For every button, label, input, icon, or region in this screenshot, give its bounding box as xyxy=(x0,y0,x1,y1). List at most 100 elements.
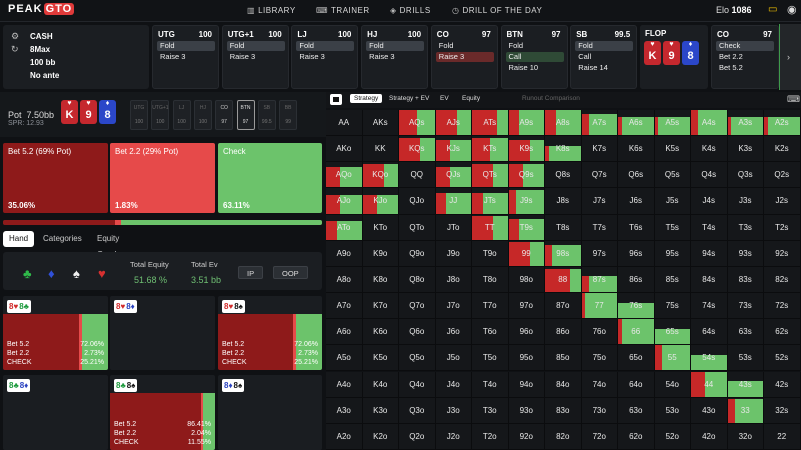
hand-cell-q2o[interactable]: Q2o xyxy=(399,423,436,450)
hand-cell-j8s[interactable]: J8s xyxy=(545,188,582,215)
mini-position-utg[interactable]: UTG 100 xyxy=(130,100,148,130)
hand-cell-j5o[interactable]: J5o xyxy=(435,345,472,372)
hand-cell-55[interactable]: 55 xyxy=(654,345,691,372)
hand-cell-q9s[interactable]: Q9s xyxy=(508,162,545,189)
hand-cell-88[interactable]: 88 xyxy=(545,266,582,294)
hand-cell-43s[interactable]: 43s xyxy=(727,371,764,398)
hand-cell-j9s[interactable]: J9s xyxy=(508,188,545,215)
hand-cell-64s[interactable]: 64s xyxy=(691,319,728,346)
hand-cell-73o[interactable]: 73o xyxy=(581,397,618,424)
hand-cell-k5o[interactable]: K5o xyxy=(362,345,399,372)
hand-cell-t4o[interactable]: T4o xyxy=(472,371,509,398)
hand-cell-95o[interactable]: 95o xyxy=(508,345,545,372)
hand-cell-94o[interactable]: 94o xyxy=(508,371,545,398)
hand-cell-kjo[interactable]: KJo xyxy=(362,188,399,215)
hand-cell-72s[interactable]: 72s xyxy=(764,293,801,320)
hand-cell-a2s[interactable]: A2s xyxy=(764,110,801,137)
hand-cell-97s[interactable]: 97s xyxy=(581,240,618,267)
hand-cell-54o[interactable]: 54o xyxy=(654,371,691,398)
hand-cell-a5o[interactable]: A5o xyxy=(326,345,363,372)
hand-cell-96s[interactable]: 96s xyxy=(618,240,655,267)
hand-cell-q9o[interactable]: Q9o xyxy=(399,240,436,267)
mini-position-hj[interactable]: HJ 100 xyxy=(193,100,212,130)
hand-cell-62s[interactable]: 62s xyxy=(764,319,801,346)
hand-cell-jj[interactable]: JJ xyxy=(435,188,472,215)
hand-cell-aqs[interactable]: AQs xyxy=(399,110,436,137)
action-option[interactable]: Raise 3 xyxy=(299,52,325,61)
hand-cell-t9o[interactable]: T9o xyxy=(472,240,509,267)
hand-cell-q7o[interactable]: Q7o xyxy=(399,293,436,320)
hand-cell-98s[interactable]: 98s xyxy=(545,240,582,267)
action-option[interactable]: Raise 10 xyxy=(508,63,539,72)
nav-library[interactable]: ▥ LIBRARY xyxy=(247,6,296,15)
hand-cell-42o[interactable]: 42o xyxy=(691,423,728,450)
hand-cell-85s[interactable]: 85s xyxy=(654,266,691,294)
hand-cell-a8s[interactable]: A8s xyxy=(545,110,582,137)
hand-cell-a9o[interactable]: A9o xyxy=(326,240,363,267)
hand-cell-53s[interactable]: 53s xyxy=(727,345,764,372)
hand-cell-22[interactable]: 22 xyxy=(764,423,801,450)
hand-cell-93s[interactable]: 93s xyxy=(727,240,764,267)
hand-cell-a6s[interactable]: A6s xyxy=(618,110,655,137)
action-option[interactable]: Fold xyxy=(296,41,355,51)
hand-cell-84o[interactable]: 84o xyxy=(545,371,582,398)
action-option[interactable]: Fold xyxy=(438,41,454,50)
grid-view-icon[interactable] xyxy=(330,94,342,105)
hand-cell-a4o[interactable]: A4o xyxy=(326,371,363,398)
hand-cell-a9s[interactable]: A9s xyxy=(508,110,545,137)
hand-cell-q8s[interactable]: Q8s xyxy=(545,162,582,189)
hand-cell-t3o[interactable]: T3o xyxy=(472,397,509,424)
hand-cell-j6o[interactable]: J6o xyxy=(435,319,472,346)
combo-cell[interactable]: 8♥8♦ xyxy=(110,296,215,370)
hand-cell-qto[interactable]: QTo xyxy=(399,214,436,241)
hand-cell-k5s[interactable]: K5s xyxy=(654,136,691,163)
hand-cell-j5s[interactable]: J5s xyxy=(654,188,691,215)
position-panel-sb[interactable]: SB 99.5 Fold Call Raise 14 xyxy=(570,25,638,89)
tab-ev[interactable]: EV xyxy=(440,95,449,102)
hand-cell-qjs[interactable]: QJs xyxy=(435,162,472,189)
position-panel-btn[interactable]: BTN 97 Fold Call Raise 10 xyxy=(500,25,568,89)
ip-button[interactable]: IP xyxy=(238,266,264,279)
action-option[interactable]: Fold xyxy=(226,41,285,51)
tab-categories[interactable]: Categories xyxy=(43,234,82,243)
combo-cell[interactable]: 8♣8♦ xyxy=(3,375,108,450)
oop-button[interactable]: OOP xyxy=(273,266,308,279)
chat-icon[interactable]: ▭ xyxy=(768,4,778,15)
combo-cell[interactable]: 8♣8♠ Bet 5.2 86.41% Bet 2.2 2.04% CHECK 11.55% xyxy=(110,375,215,450)
hand-cell-53o[interactable]: 53o xyxy=(654,397,691,424)
position-panel-hj[interactable]: HJ 100 Fold Raise 3 xyxy=(361,25,429,89)
action-option[interactable]: Fold xyxy=(366,41,425,51)
hand-cell-aqo[interactable]: AQo xyxy=(326,162,363,189)
hand-cell-63s[interactable]: 63s xyxy=(727,319,764,346)
mini-position-utgplus1[interactable]: UTG+1 100 xyxy=(151,100,170,130)
hand-cell-a3o[interactable]: A3o xyxy=(326,397,363,424)
hand-cell-ajs[interactable]: AJs xyxy=(435,110,472,137)
hand-cell-42s[interactable]: 42s xyxy=(764,371,801,398)
nav-trainer[interactable]: ⌨ TRAINER xyxy=(316,6,370,15)
hand-cell-t5o[interactable]: T5o xyxy=(472,345,509,372)
hand-cell-t8s[interactable]: T8s xyxy=(545,214,582,241)
hand-cell-kjs[interactable]: KJs xyxy=(435,136,472,163)
combo-cell[interactable]: 8♦8♠ xyxy=(218,375,322,450)
hand-cell-k8s[interactable]: K8s xyxy=(545,136,582,163)
hand-cell-t2o[interactable]: T2o xyxy=(472,423,509,450)
hand-cell-j7s[interactable]: J7s xyxy=(581,188,618,215)
hand-cell-k7s[interactable]: K7s xyxy=(581,136,618,163)
hand-cell-k4o[interactable]: K4o xyxy=(362,371,399,398)
suit-filter-icon[interactable]: ♦ xyxy=(48,266,55,281)
hand-cell-qts[interactable]: QTs xyxy=(472,162,509,189)
suit-filter-icon[interactable]: ♠ xyxy=(73,266,80,281)
hand-cell-85o[interactable]: 85o xyxy=(545,345,582,372)
action-option[interactable]: Check xyxy=(716,41,774,51)
hand-cell-94s[interactable]: 94s xyxy=(691,240,728,267)
strategy-block-0[interactable]: Bet 5.2 (69% Pot) 35.06% xyxy=(3,143,108,213)
refresh-icon[interactable]: ↻ xyxy=(11,44,19,54)
hand-cell-a6o[interactable]: A6o xyxy=(326,319,363,346)
hand-cell-75o[interactable]: 75o xyxy=(581,345,618,372)
hand-cell-82s[interactable]: 82s xyxy=(764,266,801,294)
hand-cell-a8o[interactable]: A8o xyxy=(326,266,363,294)
hand-cell-83o[interactable]: 83o xyxy=(545,397,582,424)
hand-cell-97o[interactable]: 97o xyxy=(508,293,545,320)
hand-cell-a7s[interactable]: A7s xyxy=(581,110,618,137)
hand-cell-q5s[interactable]: Q5s xyxy=(654,162,691,189)
